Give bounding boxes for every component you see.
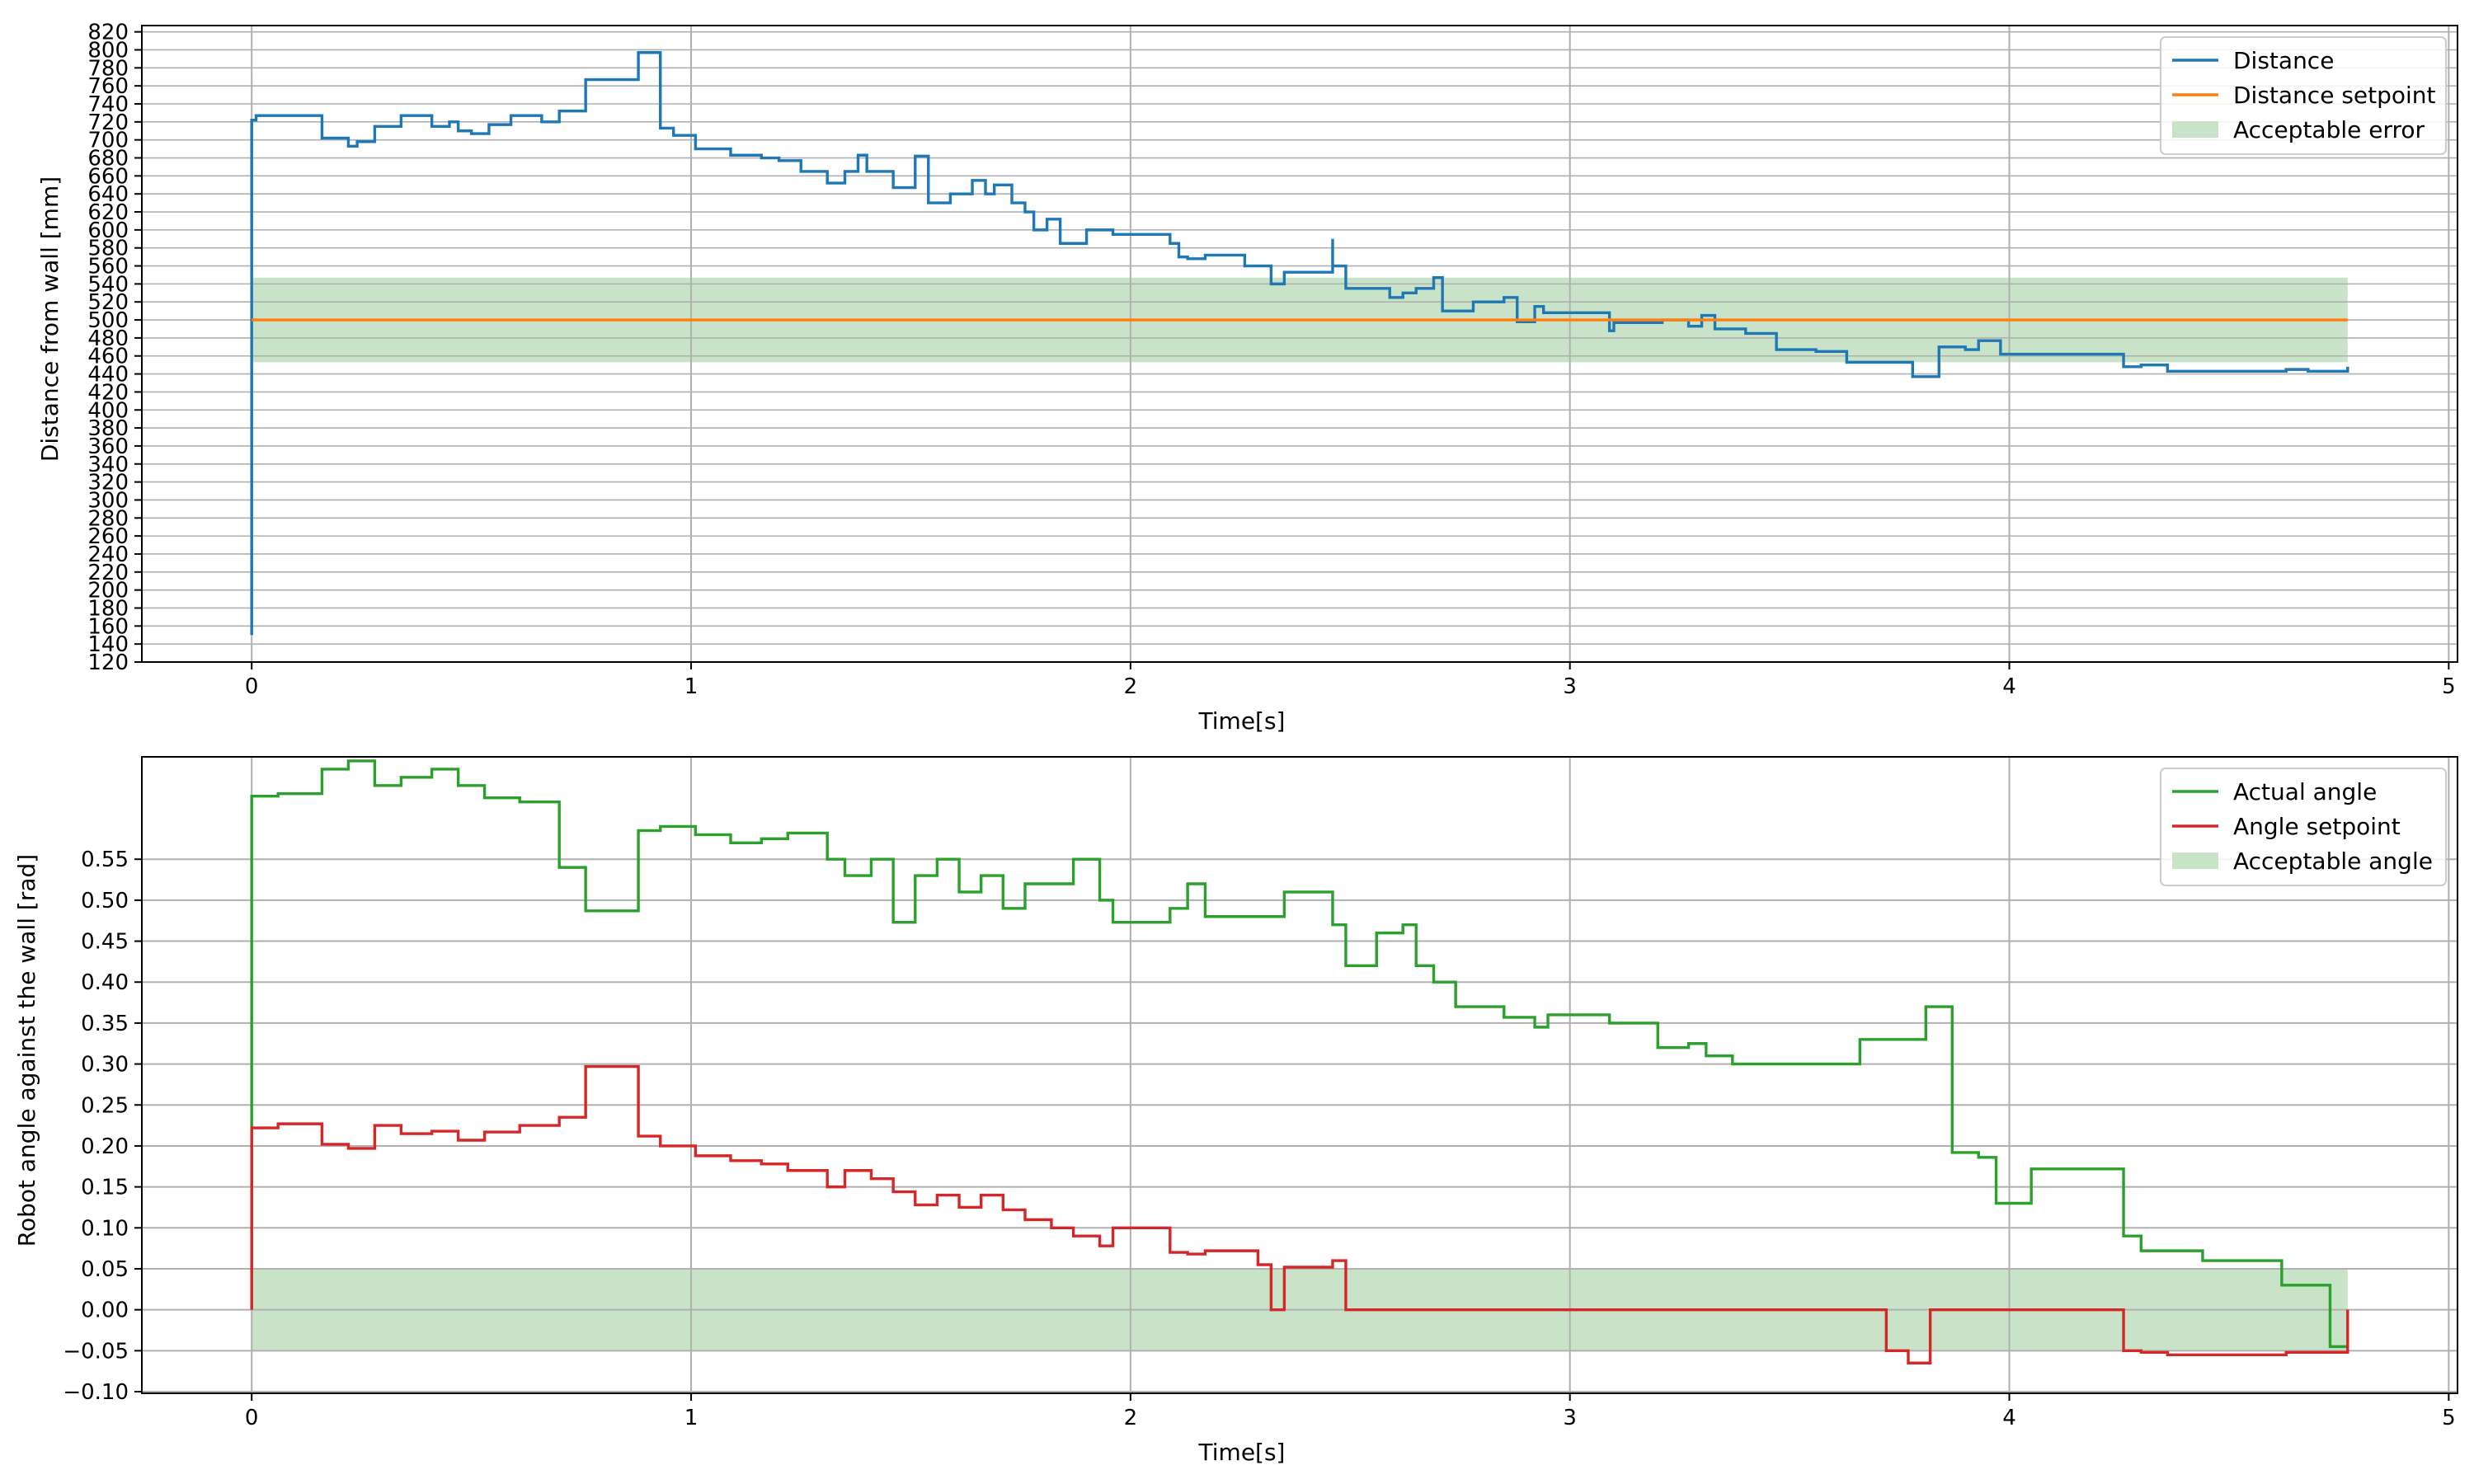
angle-y-tick-label: 0.00 <box>81 1298 129 1323</box>
distance-y-tick-label: 200 <box>87 579 129 603</box>
distance-legend-swatch <box>2172 121 2218 138</box>
distance-legend: Distance Distance setpoint Acceptable erro… <box>2160 36 2447 155</box>
distance-y-tick-label: 660 <box>87 164 129 189</box>
angle-x-tick-label: 4 <box>2002 1406 2016 1430</box>
angle-y-tick-label: 0.10 <box>81 1216 129 1241</box>
distance-series-0-line <box>250 51 2349 636</box>
angle-x-tick-label: 0 <box>245 1406 259 1430</box>
distance-y-tick-label: 260 <box>87 524 129 549</box>
angle-x-tick-label: 3 <box>1563 1406 1577 1430</box>
distance-y-tick-label: 620 <box>87 200 129 225</box>
distance-y-tick-label: 600 <box>87 218 129 243</box>
distance-x-axis-label: Time[s] <box>1198 707 1286 735</box>
distance-y-tick-label: 380 <box>87 416 129 441</box>
angle-y-tick-label: 0.45 <box>81 930 129 955</box>
angle-y-tick-label: −0.10 <box>63 1380 129 1405</box>
distance-y-tick-label: 680 <box>87 147 129 171</box>
angle-chart: 0 1 2 3 4 5 −0.10 −0.05 0.00 0.05 0.10 0.15 0.20 0.25… <box>13 756 2458 1466</box>
distance-y-tick-label: 720 <box>87 110 129 135</box>
distance-chart: 0 1 2 3 4 51201401601802002202402602803003203… <box>36 21 2458 735</box>
angle-y-tick-label: 0.20 <box>81 1134 129 1159</box>
angle-series-lines <box>250 759 2349 1364</box>
distance-y-tick-label: 480 <box>87 326 129 351</box>
distance-y-tick-label: 820 <box>87 21 129 45</box>
distance-y-axis-label: Distance from wall [mm] <box>36 176 63 462</box>
distance-y-tick-label: 320 <box>87 471 129 495</box>
distance-y-tick-label: 340 <box>87 453 129 477</box>
distance-y-tick-label: 440 <box>87 363 129 387</box>
distance-x-tick-label: 3 <box>1563 674 1577 699</box>
distance-y-tick-label: 640 <box>87 182 129 207</box>
distance-y-tick-label: 140 <box>87 632 129 657</box>
distance-y-tick-label: 300 <box>87 488 129 513</box>
distance-x-tick-label: 2 <box>1124 674 1138 699</box>
distance-legend-label: Distance <box>2233 47 2334 74</box>
angle-y-tick-label: 0.15 <box>81 1176 129 1200</box>
distance-legend-label: Acceptable error <box>2233 116 2425 143</box>
distance-plot-frame <box>141 25 2458 663</box>
distance-y-tick-label: 560 <box>87 255 129 279</box>
angle-legend-label: Acceptable angle <box>2233 848 2433 875</box>
angle-y-axis-label: Robot angle against the wall [rad] <box>13 854 40 1247</box>
angle-gridlines <box>142 757 2458 1393</box>
distance-y-tick-label: 360 <box>87 434 129 459</box>
angle-legend-box <box>2160 768 2447 886</box>
angle-legend-label: Angle setpoint <box>2233 813 2401 840</box>
distance-legend-box <box>2160 36 2447 155</box>
distance-y-tick-label: 500 <box>87 308 129 333</box>
angle-plot-frame <box>141 756 2458 1394</box>
angle-legend-swatch <box>2172 852 2218 869</box>
angle-y-tick-label: 0.55 <box>81 848 129 872</box>
distance-series-lines <box>250 51 2349 636</box>
distance-y-tick-label: 780 <box>87 56 129 81</box>
distance-x-tick-label: 1 <box>684 674 698 699</box>
distance-y-tick-label: 120 <box>87 650 129 675</box>
angle-series-1-line <box>250 1064 2349 1364</box>
angle-y-tick-label: 0.05 <box>81 1257 129 1282</box>
angle-legend-label: Actual angle <box>2233 778 2377 805</box>
distance-ticks: 0 1 2 3 4 51201401601802002202402602803003203… <box>87 21 2455 699</box>
distance-gridlines <box>142 26 2458 663</box>
distance-y-tick-label: 460 <box>87 345 129 369</box>
angle-y-tick-label: 0.35 <box>81 1012 129 1036</box>
distance-y-tick-label: 220 <box>87 561 129 585</box>
distance-y-tick-label: 540 <box>87 272 129 297</box>
angle-y-tick-label: 0.40 <box>81 970 129 995</box>
angle-x-tick-label: 2 <box>1124 1406 1138 1430</box>
distance-y-tick-label: 160 <box>87 614 129 639</box>
distance-y-tick-label: 700 <box>87 129 129 153</box>
angle-x-axis-label: Time[s] <box>1198 1439 1286 1466</box>
distance-x-tick-label: 0 <box>245 674 259 699</box>
distance-y-tick-label: 420 <box>87 380 129 405</box>
distance-y-tick-label: 800 <box>87 38 129 63</box>
distance-y-tick-label: 280 <box>87 506 129 531</box>
distance-y-tick-label: 520 <box>87 290 129 315</box>
angle-y-tick-label: 0.30 <box>81 1053 129 1078</box>
distance-y-tick-label: 180 <box>87 596 129 621</box>
angle-y-tick-label: 0.25 <box>81 1093 129 1118</box>
angle-x-tick-label: 1 <box>684 1406 698 1430</box>
angle-y-tick-label: 0.50 <box>81 889 129 913</box>
angle-series-0-line <box>250 759 2348 1349</box>
angle-x-tick-label: 5 <box>2442 1406 2456 1430</box>
distance-y-tick-label: 400 <box>87 398 129 423</box>
distance-x-tick-label: 4 <box>2002 674 2016 699</box>
distance-y-tick-label: 740 <box>87 92 129 117</box>
angle-legend: Actual angle Angle setpoint Acceptable ang… <box>2160 768 2447 886</box>
distance-legend-label: Distance setpoint <box>2233 82 2436 109</box>
distance-y-tick-label: 240 <box>87 542 129 567</box>
angle-y-tick-label: −0.05 <box>63 1339 129 1364</box>
angle-ticks: 0 1 2 3 4 5 −0.10 −0.05 0.00 0.05 0.10 0.15 0.20 0.25… <box>63 848 2455 1430</box>
distance-y-tick-label: 760 <box>87 74 129 99</box>
distance-x-tick-label: 5 <box>2442 674 2456 699</box>
distance-y-tick-label: 580 <box>87 237 129 261</box>
